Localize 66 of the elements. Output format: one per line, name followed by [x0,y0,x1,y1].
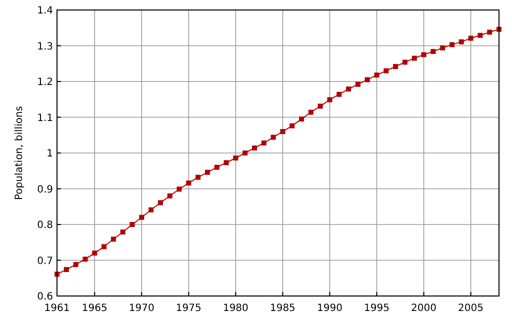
point [393,64,398,69]
x-tick-label: 1975 [176,303,202,314]
point [120,230,126,235]
point [252,145,257,150]
point [82,256,88,262]
point [214,164,220,170]
y-tick-label: 0.6 [37,292,53,302]
point [196,174,201,180]
y-tick-label: 0.9 [37,184,53,196]
point [384,68,389,74]
point [487,30,492,35]
y-tick-label: 1 [46,148,53,160]
y-tick-label: 1.1 [37,112,53,124]
point [318,104,323,109]
point [336,92,342,97]
point [374,72,380,78]
point [204,170,210,175]
point [449,42,454,48]
x-tick-label: 1980 [222,303,248,314]
y-axis-title: Population, billions [14,106,25,200]
y-tick-label: 1.2 [37,77,53,88]
point [364,77,370,82]
point [224,160,229,166]
point [458,39,464,44]
point [130,222,135,227]
point [167,193,172,198]
point [280,129,286,134]
x-tick-label: 1970 [128,303,154,314]
x-tick-label: 1995 [364,303,390,314]
x-tick-label: 1985 [270,303,296,314]
point [148,207,154,212]
point [346,86,352,92]
y-tick-label: 1.3 [37,41,53,52]
point [110,236,116,242]
point [478,32,483,38]
point [327,97,332,102]
point [233,156,238,161]
point [355,82,360,87]
y-tick-label: 0.7 [37,256,53,267]
point [468,36,474,41]
point [270,134,276,140]
point [186,180,192,186]
point [308,110,314,115]
point [290,123,295,128]
point [261,140,266,146]
point [299,116,304,122]
point [430,48,436,54]
x-tick-label: 1965 [82,303,108,314]
x-tick-label: 2005 [458,303,484,314]
point [139,214,144,220]
point [440,45,446,50]
x-tick-label: 1990 [316,303,342,314]
point [402,60,408,65]
point [421,52,426,58]
point [158,200,163,206]
x-tick-label: 1961 [44,303,70,314]
point [176,186,182,192]
y-tick-label: 0.8 [37,220,53,231]
point [242,150,248,156]
point [64,267,69,272]
point [412,56,417,61]
point [92,250,98,256]
x-tick-label: 2000 [411,303,436,314]
point [102,244,107,250]
point [73,262,78,268]
y-tick-label: 1.4 [37,6,53,16]
